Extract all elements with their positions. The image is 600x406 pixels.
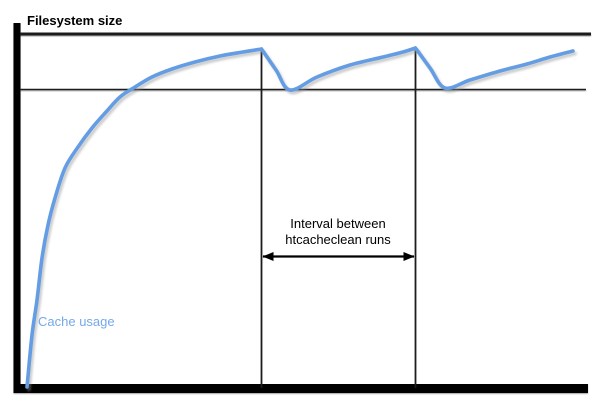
interval-label: Interval between htcacheclean runs bbox=[285, 216, 391, 248]
cache-usage-label: Cache usage bbox=[38, 314, 115, 329]
interval-label-line2: htcacheclean runs bbox=[285, 232, 391, 247]
interval-label-line1: Interval between bbox=[290, 216, 386, 231]
cache-usage-curve bbox=[25, 46, 575, 389]
chart-title: Filesystem size bbox=[27, 13, 123, 28]
